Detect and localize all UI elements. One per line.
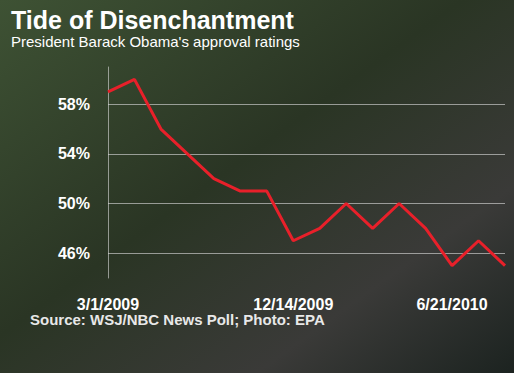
svg-text:54%: 54% xyxy=(58,145,90,162)
svg-text:Source: WSJ/NBC News Poll; Pho: Source: WSJ/NBC News Poll; Photo: EPA xyxy=(30,311,325,328)
svg-text:46%: 46% xyxy=(58,245,90,262)
svg-text:3/1/2009: 3/1/2009 xyxy=(77,296,139,313)
svg-text:50%: 50% xyxy=(58,195,90,212)
svg-text:58%: 58% xyxy=(58,96,90,113)
svg-text:President Barack Obama's appro: President Barack Obama's approval rating… xyxy=(11,33,300,50)
svg-text:6/21/2010: 6/21/2010 xyxy=(416,296,487,313)
svg-text:12/14/2009: 12/14/2009 xyxy=(253,296,333,313)
svg-text:Tide of Disenchantment: Tide of Disenchantment xyxy=(11,6,295,34)
